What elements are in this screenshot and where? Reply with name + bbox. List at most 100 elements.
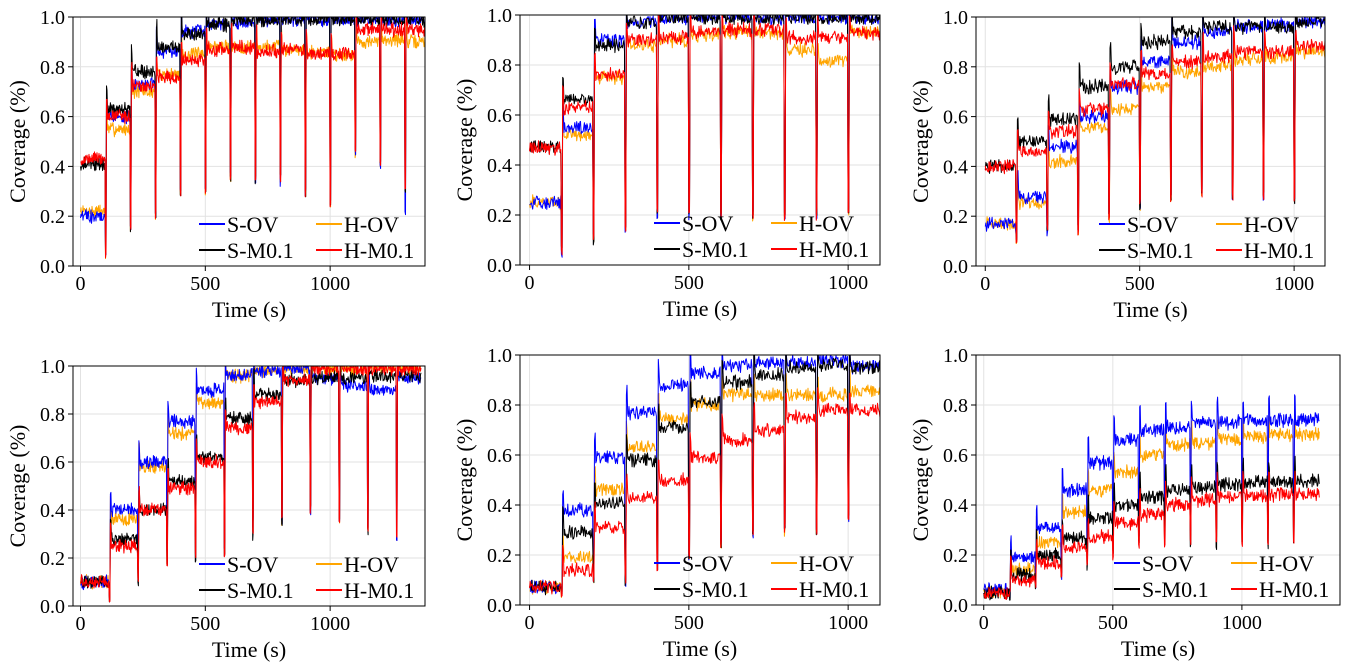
y-tick-label: 0.8 — [40, 57, 65, 79]
legend-label: H-OV — [344, 552, 399, 577]
y-tick-label: 0.0 — [487, 595, 512, 617]
y-tick-label: 1.0 — [40, 356, 65, 378]
y-axis-label: Coverage (%) — [452, 419, 477, 542]
y-tick-label: 0.4 — [40, 156, 65, 178]
legend: S-OV H-OV S-M0.1 H-M0.1 — [199, 212, 414, 263]
axes-frame — [975, 16, 1326, 267]
y-tick-label: 1.0 — [40, 7, 65, 29]
x-tick-label: 0 — [525, 612, 535, 634]
series-line-h-m01 — [80, 17, 425, 259]
series-group — [983, 394, 1320, 601]
series-line-h-ov — [983, 409, 1320, 599]
axes-frame — [519, 354, 881, 606]
legend-label: S-OV — [1127, 212, 1178, 237]
series-line-h-m01 — [80, 366, 422, 603]
x-axis-label: Time (s) — [212, 297, 286, 322]
legend: S-OV H-OV S-M0.1 H-M0.1 — [1114, 551, 1329, 602]
legend-label: H-OV — [1259, 551, 1314, 576]
y-tick-label: 0.2 — [943, 206, 968, 228]
series-line-s-ov — [529, 355, 880, 595]
y-axis-label: Coverage (%) — [5, 425, 30, 548]
x-tick-label: 500 — [190, 613, 220, 635]
x-axis-label: Time (s) — [663, 296, 737, 321]
series-group — [984, 17, 1325, 245]
y-tick-label: 0.8 — [943, 57, 968, 79]
y-axis-label: Coverage (%) — [908, 419, 933, 542]
y-tick-label: 1.0 — [943, 345, 968, 367]
series-line-h-m01 — [529, 387, 880, 598]
legend: S-OV H-OV S-M0.1 H-M0.1 — [199, 552, 414, 603]
x-tick-label: 500 — [1098, 612, 1128, 634]
y-tick-label: 1.0 — [943, 7, 968, 29]
y-tick-label: 0.8 — [40, 404, 65, 426]
x-tick-label: 500 — [190, 273, 220, 295]
series-line-s-m01 — [529, 15, 880, 249]
y-tick-label: 0.4 — [487, 495, 512, 517]
series-group — [80, 17, 425, 260]
x-axis-label: Time (s) — [212, 637, 286, 662]
series-line-h-m01 — [529, 15, 880, 256]
y-axis-label: Coverage (%) — [452, 79, 477, 202]
legend-label: H-M0.1 — [344, 578, 414, 603]
y-axis-label: Coverage (%) — [5, 80, 30, 203]
chart-panel-2: 0.0 0.2 0.4 0.6 0.8 1.0 0 500 1000 Time (s) Covera… — [452, 5, 881, 321]
series-line-h-m01 — [984, 25, 1325, 244]
y-tick-label: 0.6 — [487, 445, 512, 467]
series-line-s-m01 — [984, 17, 1325, 241]
series-line-s-m01 — [529, 355, 880, 596]
legend-label: H-M0.1 — [1244, 238, 1314, 263]
x-tick-label: 500 — [674, 612, 704, 634]
y-tick-label: 0.6 — [40, 107, 65, 129]
y-tick-label: 1.0 — [487, 5, 512, 27]
x-tick-label: 1000 — [1274, 273, 1314, 295]
legend-label: H-OV — [799, 211, 854, 236]
legend-label: S-OV — [227, 212, 278, 237]
x-axis-label: Time (s) — [663, 636, 737, 661]
y-tick-label: 0.0 — [943, 256, 968, 278]
legend-label: H-M0.1 — [1259, 577, 1329, 602]
series-line-h-m01 — [983, 470, 1320, 600]
y-tick-label: 0.2 — [487, 205, 512, 227]
y-tick-label: 0.8 — [943, 395, 968, 417]
legend-label: S-OV — [227, 552, 278, 577]
x-tick-label: 500 — [1125, 273, 1155, 295]
axes-frame — [72, 16, 426, 267]
axes-frame — [519, 14, 881, 266]
x-tick-label: 0 — [75, 613, 85, 635]
legend-label: S-OV — [682, 551, 733, 576]
series-line-s-ov — [80, 366, 422, 598]
x-tick-label: 0 — [980, 273, 990, 295]
x-tick-label: 500 — [674, 272, 704, 294]
legend-label: H-OV — [344, 212, 399, 237]
legend-label: S-M0.1 — [682, 577, 749, 602]
legend: S-OV H-OV S-M0.1 H-M0.1 — [654, 551, 869, 602]
y-tick-label: 0.4 — [40, 500, 65, 522]
y-tick-label: 0.0 — [487, 255, 512, 277]
series-group — [529, 15, 880, 258]
x-tick-label: 1000 — [828, 612, 868, 634]
y-tick-label: 0.6 — [943, 445, 968, 467]
y-tick-label: 0.0 — [40, 256, 65, 278]
series-line-h-ov — [529, 368, 880, 598]
y-tick-label: 1.0 — [487, 345, 512, 367]
series-line-s-ov — [984, 17, 1325, 239]
axes-frame — [72, 365, 426, 607]
x-tick-label: 0 — [979, 612, 989, 634]
chart-panel-4: 0.0 0.2 0.4 0.6 0.8 1.0 0 500 1000 Time (s) Covera… — [5, 356, 426, 662]
legend-label: S-M0.1 — [227, 238, 294, 263]
y-tick-label: 0.2 — [40, 548, 65, 570]
series-line-s-m01 — [80, 366, 422, 603]
legend: S-OV H-OV S-M0.1 H-M0.1 — [1099, 212, 1314, 263]
y-tick-label: 0.8 — [487, 55, 512, 77]
legend-label: H-M0.1 — [344, 238, 414, 263]
chart-panel-5: 0.0 0.2 0.4 0.6 0.8 1.0 0 500 1000 Time (s) Covera… — [452, 345, 881, 661]
series-line-s-ov — [983, 394, 1320, 599]
legend-label: H-M0.1 — [799, 577, 869, 602]
series-line-s-m01 — [983, 455, 1320, 601]
legend-label: S-M0.1 — [682, 237, 749, 262]
x-tick-label: 1000 — [310, 273, 350, 295]
y-tick-label: 0.6 — [40, 452, 65, 474]
legend-label: S-OV — [1142, 551, 1193, 576]
y-tick-label: 0.6 — [487, 105, 512, 127]
